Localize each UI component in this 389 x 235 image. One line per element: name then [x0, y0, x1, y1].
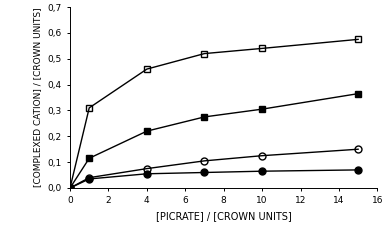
X-axis label: [PICRATE] / [CROWN UNITS]: [PICRATE] / [CROWN UNITS]	[156, 211, 291, 221]
Y-axis label: [COMPLEXED CATION] / [CROWN UNITS]: [COMPLEXED CATION] / [CROWN UNITS]	[33, 8, 42, 187]
